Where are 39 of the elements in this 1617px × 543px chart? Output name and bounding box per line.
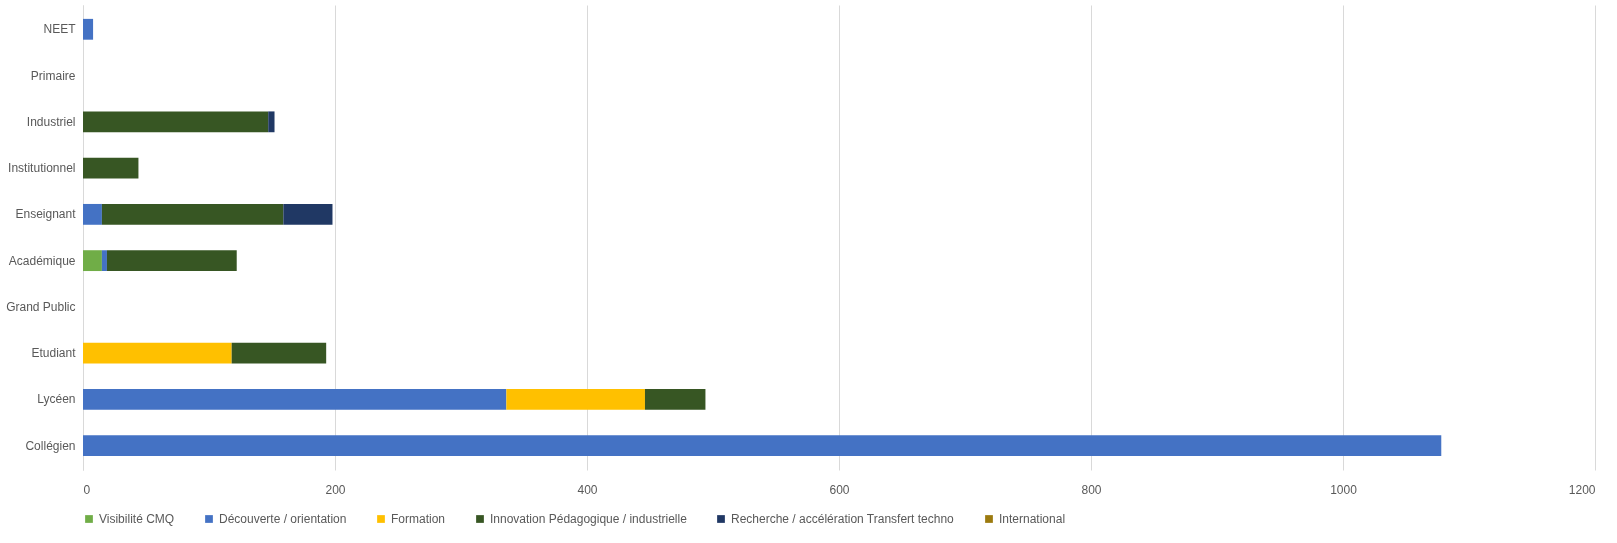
y-tick-label: Collégien — [25, 438, 76, 453]
y-tick-label: Etudiant — [31, 346, 77, 361]
x-tick-label: 600 — [829, 482, 850, 497]
bar — [101, 203, 284, 225]
bar — [83, 157, 139, 179]
legend-label: Visibilité CMQ — [99, 512, 175, 526]
legend-label: Recherche / accélération Transfert techno — [731, 512, 955, 526]
bar — [83, 342, 232, 364]
y-tick-label: Lycéen — [37, 392, 76, 407]
bar — [83, 250, 102, 272]
y-tick-label: NEET — [43, 22, 77, 37]
bar — [268, 111, 275, 133]
x-tick-label: 0 — [83, 482, 91, 497]
y-tick-label: Institutionnel — [8, 161, 76, 176]
bar — [83, 18, 94, 40]
bar — [644, 389, 706, 410]
legend-label: International — [999, 512, 1066, 526]
bar — [231, 342, 327, 364]
bar — [106, 250, 237, 272]
x-tick-label: 200 — [325, 482, 346, 497]
y-tick-label: Enseignant — [15, 207, 77, 222]
legend-label: Innovation Pédagogique / industrielle — [490, 512, 688, 526]
bar — [101, 250, 107, 272]
x-tick-label: 400 — [577, 482, 598, 497]
x-tick-label: 1200 — [1568, 482, 1596, 497]
bar — [83, 435, 1442, 457]
bar — [83, 389, 507, 410]
y-tick-label: Industriel — [26, 114, 76, 129]
x-tick-label: 800 — [1081, 482, 1102, 497]
x-tick-label: 1000 — [1330, 482, 1358, 497]
bar — [506, 389, 645, 410]
legend-label: Découverte / orientation — [219, 512, 347, 526]
y-tick-label: Académique — [8, 253, 76, 268]
bar — [83, 111, 269, 133]
bar — [83, 203, 102, 225]
y-tick-label: Grand Public — [6, 299, 76, 314]
y-tick-label: Primaire — [30, 68, 76, 83]
bar — [283, 203, 333, 225]
legend-label: Formation — [391, 512, 446, 526]
